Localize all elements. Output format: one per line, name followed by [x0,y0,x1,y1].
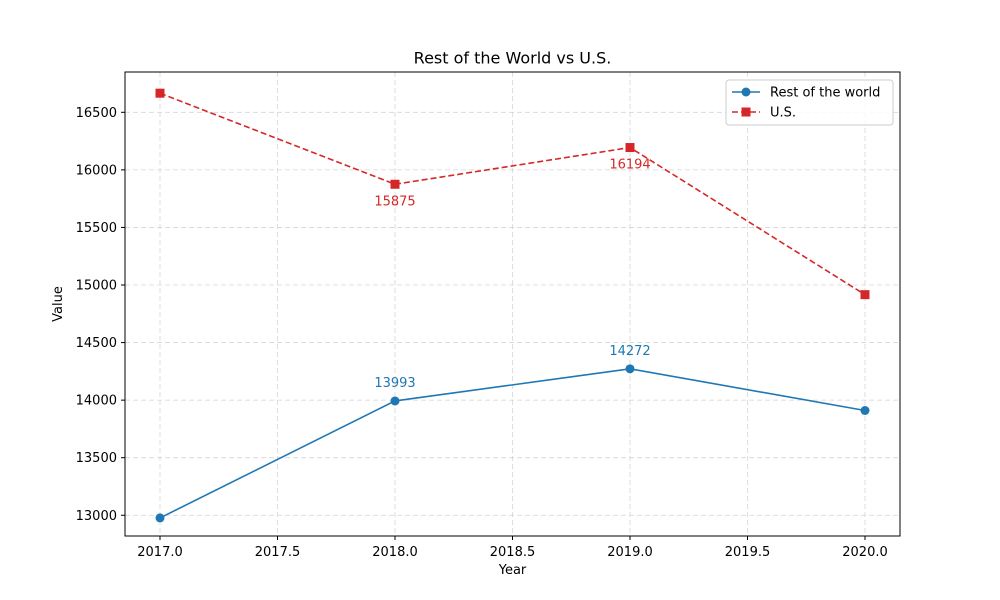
legend-marker-rest-of-world [741,87,751,97]
data-label-us: 15875 [374,194,415,209]
y-tick-label: 14000 [76,394,117,409]
series-line-rest-of-world [159,368,866,519]
x-tick-label: 2019.0 [607,545,653,560]
y-tick-label: 15000 [76,279,117,294]
data-label-rest-of-world: 13993 [374,376,415,391]
x-tick-label: 2017.0 [137,545,183,560]
legend-box [725,79,894,126]
x-tick-label: 2017.5 [255,545,301,560]
data-point-us [860,290,870,300]
series-layer [155,88,870,523]
legend-marker-us [741,107,751,117]
y-tick-label: 16000 [76,163,117,178]
x-axis-title: Year [498,563,527,578]
y-tick-label: 13500 [76,451,117,466]
data-point-us [390,179,400,189]
data-point-rest-of-world [860,406,870,416]
x-tick-label: 2018.5 [490,545,536,560]
data-point-rest-of-world [625,364,635,374]
data-label-rest-of-world: 14272 [609,344,650,359]
data-point-rest-of-world [390,396,400,406]
x-axis: 2017.0 2017.5 2018.0 2018.5 2019.0 2019.5 2020… [137,536,888,560]
data-label-us: 16194 [609,158,650,173]
y-axis: 13000 13500 14000 14500 15000 15500 16000 16500 [76,106,125,524]
data-point-us [155,88,165,98]
y-tick-label: 16500 [76,106,117,121]
x-tick-label: 2020.0 [842,545,888,560]
legend-label-rest-of-world: Rest of the world [770,86,880,101]
grid [125,72,900,536]
plot-frame [124,71,901,537]
x-tick-label: 2018.0 [372,545,418,560]
data-point-rest-of-world [155,513,165,523]
y-tick-label: 13000 [76,509,117,524]
series-line-us [159,92,866,296]
legend-label-us: U.S. [770,106,796,121]
x-tick-label: 2019.5 [725,545,771,560]
y-tick-label: 15500 [76,221,117,236]
chart-title: Rest of the World vs U.S. [414,49,612,68]
y-axis-title: Value [51,286,66,322]
legend: Rest of the world U.S. [725,79,894,126]
data-point-us [625,143,635,153]
y-tick-label: 14500 [76,336,117,351]
data-labels: 13993 14272 15875 16194 [374,158,650,391]
